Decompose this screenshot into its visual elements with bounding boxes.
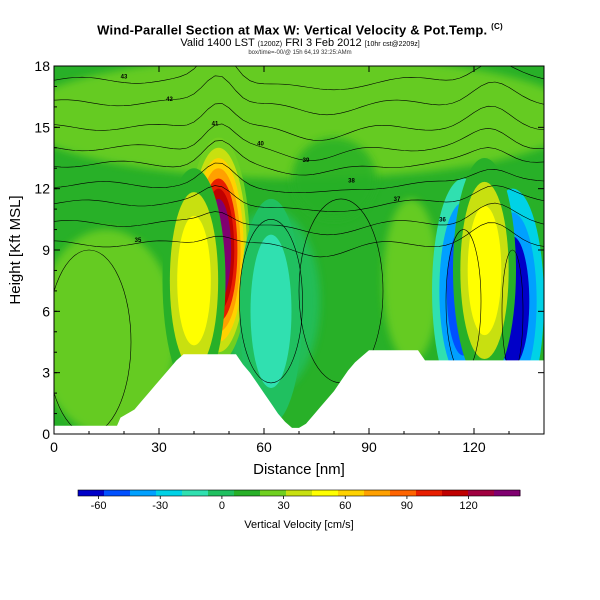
x-tick-label: 90 [361,439,377,455]
theta-contour-label: 41 [212,121,219,127]
colorbar: -60 -30 0 30 60 90 120 [77,489,521,512]
colorbar-swatch [416,490,443,496]
colorbar-swatch [156,490,183,496]
theta-contour [54,222,544,258]
field-band [292,137,376,220]
x-tick-label: 120 [462,439,486,455]
plot-area: 43 42 41 40 39 38 37 36 35 [54,66,544,434]
theta-contour-label: 37 [394,197,401,203]
colorbar-swatch [468,490,495,496]
colorbar-swatch [390,490,417,496]
y-tick-label: 0 [42,426,50,442]
colorbar-swatch [286,490,313,496]
colorbar-tick-label: -30 [152,500,168,512]
colorbar-swatch [234,490,261,496]
colorbar-swatch [104,490,131,496]
colorbar-swatch [338,490,365,496]
theta-contour-label: 42 [166,97,173,103]
theta-contour-label: 43 [121,74,128,80]
colorbar-swatch [130,490,157,496]
chart-info-line: box/time=-00/@ 15h 64,19 32:25:AMm [248,50,352,56]
theta-contour [54,66,544,91]
colorbar-tick-label: 90 [401,500,413,512]
colorbar-swatch [182,490,209,496]
field-band [54,229,177,434]
colorbar-title: Vertical Velocity [cm/s] [244,519,353,531]
theta-contour-loop [239,219,303,384]
terrain [54,350,544,434]
theta-contours: 43 42 41 40 39 38 37 36 35 [54,66,544,434]
velocity-field [54,66,544,434]
y-tick-label: 9 [42,242,50,258]
x-tick-label: 0 [50,439,58,455]
velocity-cell [177,215,211,346]
velocity-cell [250,234,292,388]
chart-subtitle: Valid 1400 LST (1200Z) FRI 3 Feb 2012 [1… [180,37,420,49]
theta-contour [54,140,544,176]
theta-contour-label: 39 [303,158,310,164]
colorbar-swatch [78,490,105,496]
theta-contour-label: 38 [348,179,355,185]
colorbar-swatch [494,490,521,496]
colorbar-swatch [364,490,391,496]
y-tick-label: 12 [34,181,50,197]
theta-contour [54,103,544,141]
y-tick-label: 6 [42,303,50,319]
y-tick-label: 18 [34,58,50,74]
colorbar-swatch [442,490,469,496]
colorbar-tick-label: 0 [219,500,225,512]
theta-contour [54,162,544,194]
theta-contour [54,123,544,161]
x-tick-label: 30 [151,439,167,455]
colorbar-tick-label: -60 [91,500,107,512]
y-tick-label: 3 [42,365,50,381]
colorbar-tick-label: 120 [459,500,477,512]
colorbar-frame [77,489,521,497]
colorbar-tick-label: 60 [339,500,351,512]
x-axis-title: Distance [nm] [253,461,345,478]
y-axis-title: Height [Kft MSL] [7,195,24,304]
y-tick-label: 15 [34,119,50,135]
theta-contour-label: 36 [439,217,446,223]
colorbar-swatch [312,490,339,496]
x-tick-label: 60 [256,439,272,455]
colorbar-swatch [260,490,287,496]
theta-contour [54,202,544,236]
theta-contour-label: 35 [135,238,142,244]
colorbar-tick-label: 30 [277,500,289,512]
theta-contour-loop [54,249,132,434]
field-band [383,198,439,363]
colorbar-swatch [208,490,235,496]
chart-title: Wind-Parallel Section at Max W: Vertical… [97,22,503,38]
theta-contour-label: 40 [257,142,264,148]
x-axis: 0 30 60 90 120 [50,66,545,455]
theta-contour [54,75,544,116]
velocity-cell [467,205,502,336]
theta-contour [54,185,544,212]
